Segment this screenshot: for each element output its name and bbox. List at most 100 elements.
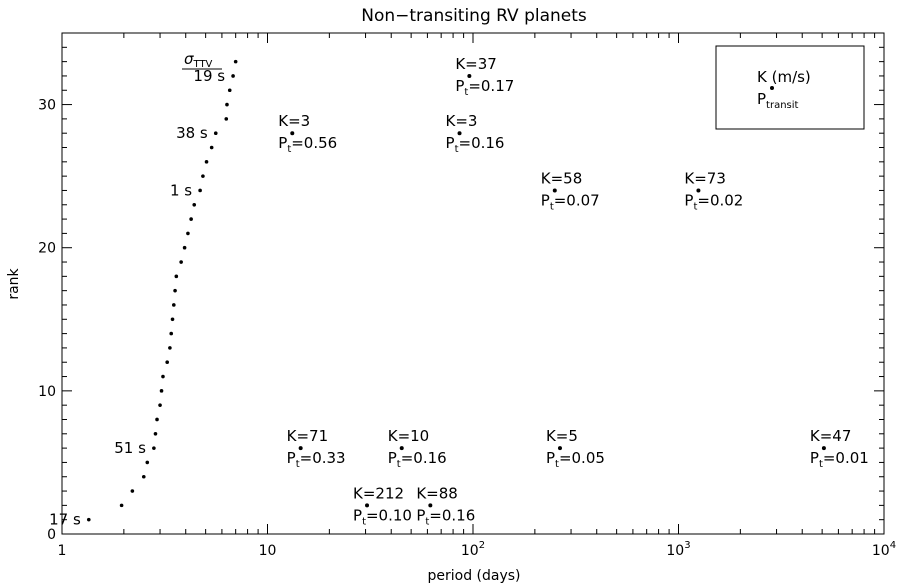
transit-probability-label: Pt=0.33 bbox=[287, 449, 346, 470]
series-point bbox=[172, 303, 176, 307]
series-point bbox=[130, 489, 135, 493]
y-axis-ticks: 0 10 20 30 bbox=[38, 32, 884, 543]
y-tick-label: 20 bbox=[38, 241, 56, 257]
planet-point bbox=[298, 446, 303, 451]
pt-sub: t bbox=[296, 459, 300, 470]
pt-value: =0.56 bbox=[291, 134, 337, 152]
chart-title: Non−transiting RV planets bbox=[361, 6, 587, 26]
pt-base: P bbox=[388, 449, 397, 467]
planet-point bbox=[365, 503, 370, 508]
series-point bbox=[227, 88, 232, 93]
pt-sub: t bbox=[397, 459, 401, 470]
series-point bbox=[204, 160, 209, 164]
transit-probability-label: Pt=0.56 bbox=[278, 134, 337, 155]
series-point bbox=[192, 202, 197, 207]
series-point bbox=[161, 374, 165, 379]
x-tick-label-base: 10 bbox=[461, 543, 479, 559]
k-amplitude-label: K=5 bbox=[546, 427, 578, 445]
legend-line-p: Ptransit bbox=[757, 90, 799, 111]
planet-point bbox=[290, 131, 295, 136]
pt-sub: t bbox=[464, 87, 468, 98]
pt-sub: t bbox=[362, 516, 366, 527]
series-point bbox=[152, 446, 156, 450]
y-tick-label: 0 bbox=[47, 527, 56, 543]
plot-frame bbox=[61, 32, 885, 535]
series-point bbox=[189, 217, 193, 221]
pt-sub: t bbox=[455, 144, 459, 155]
rv-planet-markers: K=3Pt=0.56K=3Pt=0.16K=37Pt=0.17K=58Pt=0.… bbox=[278, 55, 869, 527]
y-tick-label: 30 bbox=[38, 98, 56, 114]
x-tick-label-base: 10 bbox=[872, 543, 890, 559]
planet-point bbox=[696, 188, 701, 193]
series-point bbox=[225, 102, 229, 107]
pt-value: =0.02 bbox=[697, 191, 743, 209]
series-point bbox=[231, 74, 235, 78]
series-point bbox=[165, 360, 169, 365]
series-point bbox=[198, 188, 202, 193]
x-tick-label: 103 bbox=[666, 540, 690, 559]
transit-probability-label: Pt=0.10 bbox=[353, 506, 412, 527]
x-tick-label: 104 bbox=[872, 540, 896, 559]
legend-box bbox=[715, 45, 865, 130]
sigma-ttv-sub: TTV bbox=[193, 59, 213, 70]
planet-point bbox=[552, 188, 557, 193]
legend: K (m/s) Ptransit bbox=[715, 45, 865, 130]
series-point bbox=[174, 274, 179, 279]
ranked-planet-series bbox=[86, 59, 238, 522]
k-amplitude-label: K=3 bbox=[446, 112, 478, 130]
x-tick-label: 102 bbox=[461, 540, 485, 559]
pt-value: =0.05 bbox=[559, 449, 605, 467]
series-point bbox=[159, 389, 164, 393]
pt-base: P bbox=[546, 449, 555, 467]
series-point bbox=[201, 174, 205, 178]
series-point bbox=[224, 117, 229, 121]
planet-point bbox=[457, 131, 462, 136]
pt-base: P bbox=[446, 134, 455, 152]
legend-line-k: K (m/s) bbox=[757, 68, 811, 86]
x-tick-label-exponent: 3 bbox=[684, 540, 690, 551]
x-tick-label-exponent: 2 bbox=[479, 540, 485, 551]
k-amplitude-label: K=71 bbox=[287, 427, 329, 445]
pt-sub: t bbox=[693, 201, 697, 212]
transit-probability-label: Pt=0.07 bbox=[541, 191, 600, 212]
series-point bbox=[182, 245, 187, 250]
series-point bbox=[153, 432, 158, 436]
series-point bbox=[155, 417, 159, 422]
pt-value: =0.07 bbox=[554, 191, 600, 209]
series-point bbox=[179, 260, 183, 264]
k-amplitude-label: K=212 bbox=[353, 484, 404, 502]
pt-value: =0.01 bbox=[823, 449, 869, 467]
sigma-ttv-header: σTTV bbox=[182, 50, 222, 70]
series-point bbox=[141, 474, 146, 479]
sigma-ttv-label: σTTV bbox=[184, 50, 213, 70]
ttv-label: 19 s bbox=[193, 67, 225, 85]
k-amplitude-label: K=47 bbox=[810, 427, 852, 445]
x-tick-label-exponent: 4 bbox=[890, 540, 896, 551]
transit-probability-label: Pt=0.01 bbox=[810, 449, 869, 470]
x-tick-label-base: 10 bbox=[259, 543, 277, 559]
series-point bbox=[186, 231, 190, 236]
pt-value: =0.16 bbox=[459, 134, 505, 152]
pt-base: P bbox=[455, 77, 464, 95]
pt-value: =0.16 bbox=[429, 506, 475, 524]
planet-point bbox=[428, 503, 433, 508]
legend-marker bbox=[770, 86, 774, 90]
series-point bbox=[170, 317, 175, 322]
k-amplitude-label: K=88 bbox=[416, 484, 458, 502]
series-point bbox=[119, 503, 124, 508]
legend-p-base: P bbox=[757, 90, 766, 108]
transit-probability-label: Pt=0.05 bbox=[546, 449, 605, 470]
pt-value: =0.16 bbox=[401, 449, 447, 467]
planet-point bbox=[399, 446, 404, 451]
pt-value: =0.10 bbox=[366, 506, 412, 524]
ttv-label: 51 s bbox=[114, 439, 146, 457]
y-axis-label: rank bbox=[6, 267, 22, 299]
transit-probability-label: Pt=0.02 bbox=[684, 191, 743, 212]
pt-value: =0.33 bbox=[300, 449, 346, 467]
ttv-label: 17 s bbox=[49, 511, 81, 529]
series-point bbox=[233, 59, 238, 64]
series-point bbox=[173, 288, 177, 293]
transit-probability-label: Pt=0.16 bbox=[446, 134, 505, 155]
series-point bbox=[86, 517, 91, 522]
